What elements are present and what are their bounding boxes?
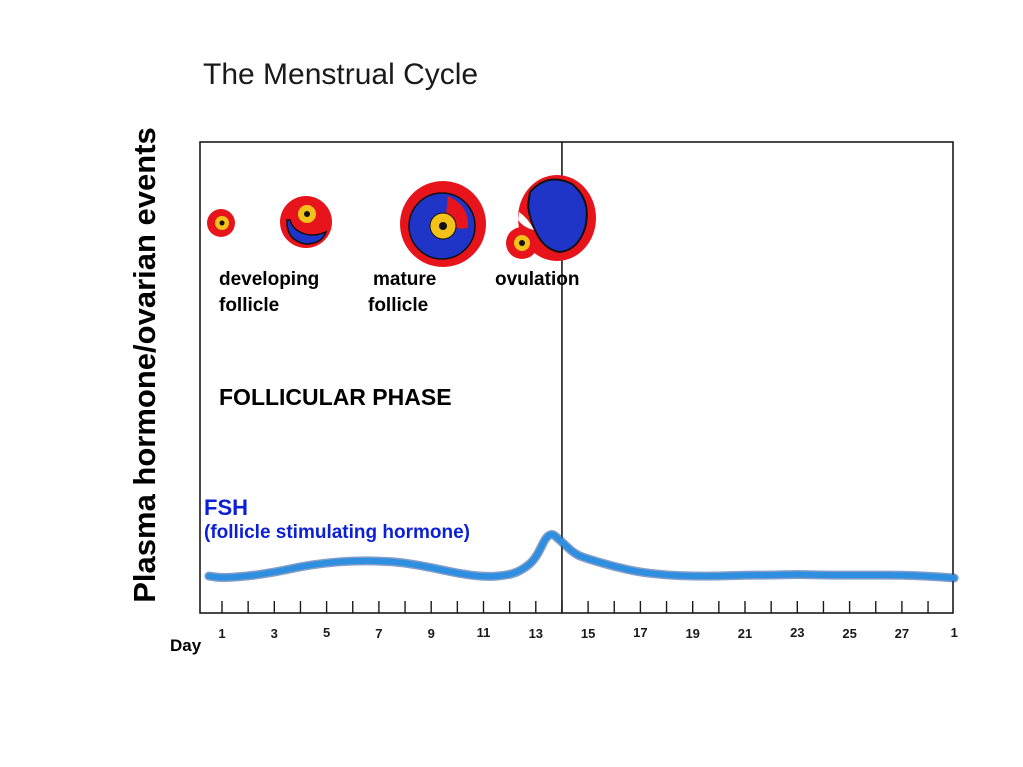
x-axis-ticks — [221, 601, 929, 613]
x-tick-label: 1 — [218, 626, 225, 641]
x-tick-label: 27 — [895, 626, 909, 641]
stage-label-mature: mature follicle — [368, 267, 436, 319]
x-tick-label: 11 — [477, 625, 491, 640]
x-tick-label: 5 — [323, 625, 330, 640]
fsh-legend: FSH (follicle stimulating hormone) — [204, 494, 470, 544]
follicle-small-icon — [207, 209, 235, 237]
x-tick-label: 25 — [842, 626, 856, 641]
x-tick-label: 7 — [375, 626, 382, 641]
follicle-ovulation-icon — [506, 175, 596, 261]
phase-label: FOLLICULAR PHASE — [219, 384, 452, 410]
stage-label-developing-line2: follicle — [219, 295, 280, 316]
x-tick-label: 17 — [633, 625, 647, 640]
x-tick-label: 19 — [685, 626, 699, 641]
fsh-name: FSH — [204, 495, 248, 520]
stage-label-ovulation: ovulation — [495, 269, 580, 290]
y-axis-label: Plasma hormone/ovarian events — [127, 127, 162, 603]
follicle-mature-icon — [400, 181, 486, 267]
x-axis-tick-labels: 1 3 5 7 9 11 13 15 17 19 21 23 25 27 1 — [218, 625, 957, 641]
follicle-developing-icon — [280, 196, 332, 248]
x-tick-label: 21 — [738, 626, 752, 641]
x-tick-label: 15 — [581, 626, 595, 641]
x-tick-label: 13 — [529, 626, 543, 641]
chart-frame — [199, 141, 954, 614]
x-tick-label: 3 — [271, 626, 278, 641]
stage-label-developing: developing follicle — [219, 267, 319, 319]
x-tick-label: 9 — [428, 626, 435, 641]
x-tick-label: 1 — [951, 625, 958, 640]
stage-label-mature-line2: follicle — [368, 295, 429, 316]
stage-label-mature-line1: mature — [373, 269, 437, 290]
diagram-title: The Menstrual Cycle — [203, 58, 479, 91]
fsh-full-name: (follicle stimulating hormone) — [204, 522, 471, 543]
stage-label-developing-line1: developing — [219, 269, 320, 290]
x-axis-label: Day — [170, 636, 202, 655]
x-tick-label: 23 — [790, 625, 804, 640]
fsh-series-line — [205, 531, 958, 581]
